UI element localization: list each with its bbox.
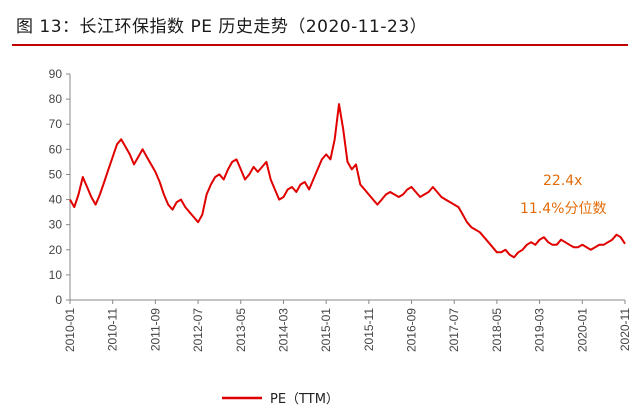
x-tick-label: 2015-01 bbox=[319, 308, 333, 352]
x-tick-label: 2016-09 bbox=[405, 308, 419, 352]
x-tick-label: 2019-03 bbox=[533, 308, 547, 352]
x-tick-label: 2014-03 bbox=[276, 308, 290, 352]
x-tick-label: 2018-05 bbox=[490, 308, 504, 352]
y-tick-label: 60 bbox=[49, 142, 63, 156]
annotation-percentile: 11.4%分位数 bbox=[520, 201, 606, 217]
x-tick-label: 2010-01 bbox=[63, 308, 77, 352]
y-tick-label: 10 bbox=[49, 268, 63, 282]
x-tick-label: 2011-09 bbox=[148, 308, 162, 351]
y-tick-label: 90 bbox=[49, 67, 63, 81]
series-group bbox=[69, 103, 626, 259]
x-tick-label: 2015-11 bbox=[362, 308, 376, 351]
y-tick-label: 40 bbox=[49, 193, 63, 207]
y-tick-label: 50 bbox=[49, 167, 63, 181]
y-tick-label: 70 bbox=[49, 117, 63, 131]
x-tick-label: 2020-01 bbox=[575, 308, 589, 352]
y-tick-label: 30 bbox=[49, 218, 63, 232]
chart-axes bbox=[66, 73, 626, 304]
series-line-pe-ttm bbox=[69, 103, 626, 259]
x-tick-label: 2013-05 bbox=[234, 308, 248, 352]
y-tick-label: 80 bbox=[49, 92, 63, 106]
title-divider bbox=[12, 44, 628, 46]
x-tick-label: 2017-07 bbox=[447, 308, 461, 352]
y-axis-tick-labels: 0 10 20 30 40 50 60 70 80 90 bbox=[49, 67, 63, 307]
x-tick-label: 2012-07 bbox=[191, 308, 205, 352]
page-title: 图 13：长江环保指数 PE 历史走势（2020-11-23） bbox=[16, 17, 428, 37]
legend-label: PE（TTM） bbox=[270, 392, 339, 407]
y-tick-label: 20 bbox=[49, 243, 63, 257]
x-axis-tick-labels: 2010-01 2010-11 2011-09 2012-07 2013-05 2014-… bbox=[63, 308, 632, 352]
y-tick-label: 0 bbox=[55, 293, 62, 307]
annotation-pe-value: 22.4x bbox=[543, 173, 582, 189]
x-tick-label: 2010-11 bbox=[106, 308, 120, 351]
x-tick-label: 2020-11 bbox=[618, 308, 632, 351]
